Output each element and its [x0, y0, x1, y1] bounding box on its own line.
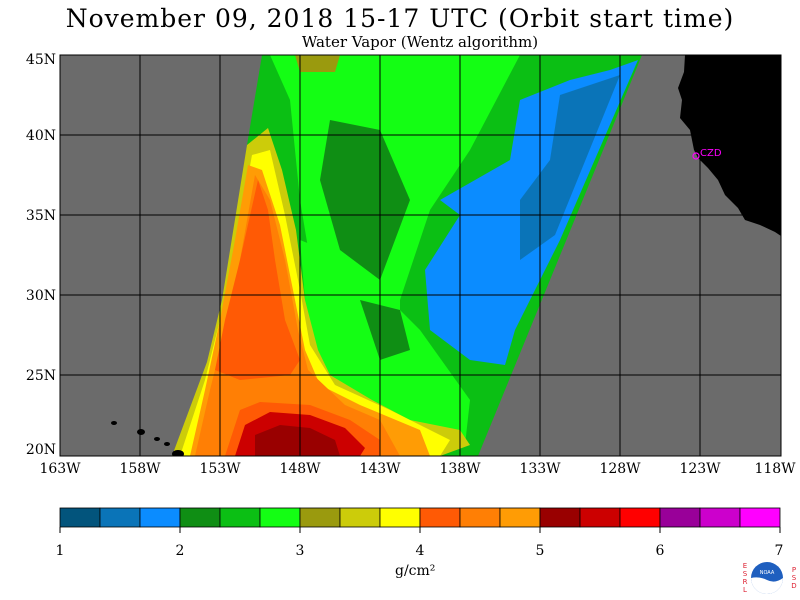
- lon-label: 148W: [279, 461, 321, 477]
- swath-dark-red: [255, 425, 340, 456]
- colorbar-swatch: [339, 507, 381, 528]
- swath-dark-green-1: [320, 120, 410, 280]
- colorbar-swatch: [459, 507, 501, 528]
- lon-label: 163W: [39, 461, 81, 477]
- station-marker: [692, 152, 700, 160]
- colorbar-swatch: [419, 507, 461, 528]
- island: [172, 450, 184, 456]
- lon-label: 158W: [119, 461, 161, 477]
- colorbar: [59, 507, 781, 533]
- lon-label: 153W: [199, 461, 241, 477]
- colorbar-units: g/cm²: [395, 563, 436, 579]
- colorbar-tick-label: 4: [415, 543, 425, 559]
- swath: [172, 55, 642, 456]
- map-grid: [60, 55, 781, 456]
- lon-label: 133W: [519, 461, 561, 477]
- lat-label: 45N: [25, 52, 56, 68]
- lon-label: 118W: [754, 461, 796, 477]
- swath-dark-blue: [520, 75, 620, 260]
- colorbar-swatch: [179, 507, 221, 528]
- lon-label: 123W: [679, 461, 721, 477]
- logo-wave: [751, 577, 783, 594]
- logo-left-text: ESRL: [741, 562, 749, 594]
- lat-label: 40N: [25, 128, 56, 144]
- island: [164, 442, 170, 446]
- logo-text: NOAA: [760, 570, 775, 576]
- lat-label: 35N: [25, 208, 56, 224]
- swath-dark-green-2: [360, 300, 410, 360]
- colorbar-swatch: [579, 507, 621, 528]
- colorbar-swatch: [59, 507, 101, 528]
- map-frame: [59, 54, 782, 457]
- lon-label: 143W: [359, 461, 401, 477]
- logo-right-letters: PSD: [789, 566, 798, 593]
- colorbar-swatch: [139, 507, 181, 528]
- lon-label: 138W: [439, 461, 481, 477]
- logo-left-letters: ESRL: [740, 562, 749, 597]
- colorbar-swatch: [739, 507, 781, 528]
- colorbar-swatch: [619, 507, 661, 528]
- colorbar-tick-label: 7: [774, 543, 784, 559]
- colorbar-tick-label: 1: [55, 543, 65, 559]
- colorbar-swatch: [379, 507, 421, 528]
- colorbar-swatch: [99, 507, 141, 528]
- island: [154, 437, 160, 441]
- hawaii-islands: [111, 421, 184, 456]
- colorbar-swatch: [539, 507, 581, 528]
- colorbar-tick-label: 5: [535, 543, 545, 559]
- colorbar-tick-label: 6: [655, 543, 665, 559]
- colorbar-swatch: [499, 507, 541, 528]
- colorbar-tick-label: 3: [295, 543, 305, 559]
- colorbar-swatch: [659, 507, 701, 528]
- colorbar-tick-label: 2: [175, 543, 185, 559]
- page-subtitle: Water Vapor (Wentz algorithm): [301, 33, 539, 51]
- lat-label: 20N: [25, 442, 56, 458]
- island: [137, 429, 145, 435]
- lon-label: 128W: [599, 461, 641, 477]
- lat-label: 30N: [25, 288, 56, 304]
- logo-right-text: PSD: [790, 566, 798, 590]
- page-title: November 09, 2018 15-17 UTC (Orbit start…: [65, 4, 735, 33]
- land-california: [678, 55, 781, 236]
- lat-label: 25N: [25, 368, 56, 384]
- island: [111, 421, 117, 425]
- colorbar-swatch: [259, 507, 301, 528]
- noaa-logo: NOAA: [751, 562, 783, 594]
- colorbar-swatch: [219, 507, 261, 528]
- colorbar-swatch: [299, 507, 341, 528]
- swath-olive: [295, 55, 340, 72]
- station-label: CZD: [700, 148, 722, 159]
- colorbar-swatch: [699, 507, 741, 528]
- swath-orange-red: [215, 180, 300, 380]
